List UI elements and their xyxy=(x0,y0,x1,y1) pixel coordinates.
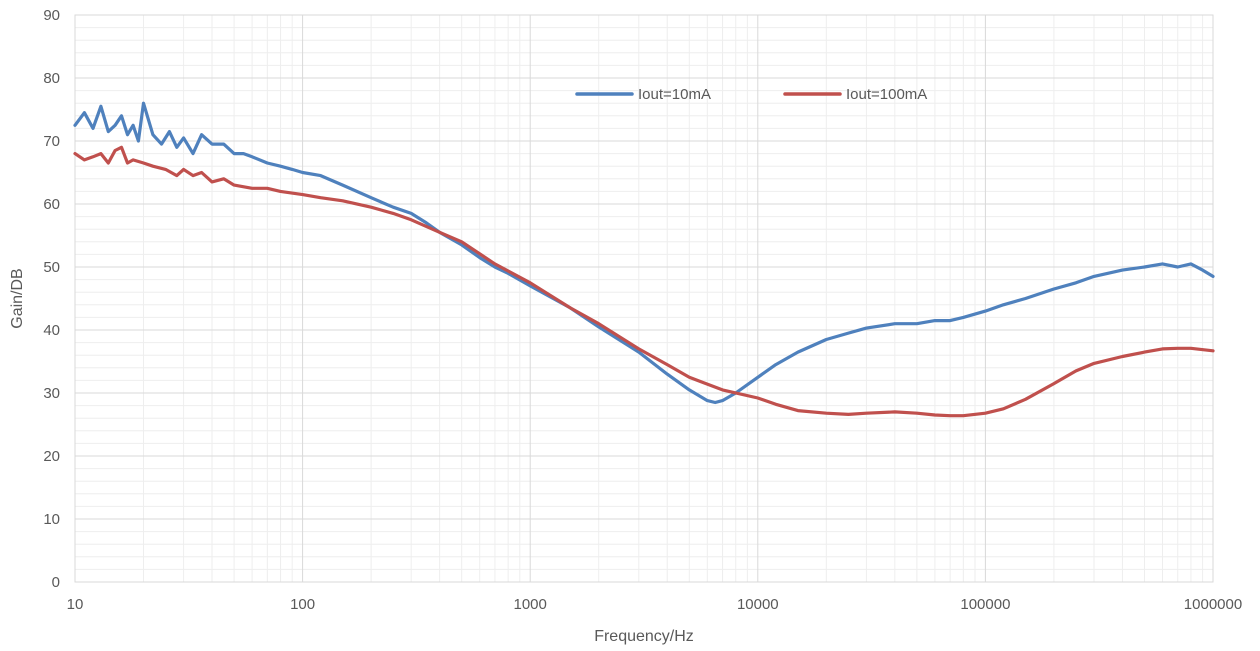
y-tick-label: 90 xyxy=(43,7,60,24)
x-tick-label: 10 xyxy=(67,596,84,613)
legend-label-1: Iout=10mA xyxy=(638,86,711,103)
y-tick-label: 60 xyxy=(43,196,60,213)
y-tick-label: 10 xyxy=(43,511,60,528)
x-tick-label: 10000 xyxy=(737,596,779,613)
x-axis-title: Frequency/Hz xyxy=(594,628,694,645)
x-tick-label: 1000000 xyxy=(1184,596,1242,613)
x-tick-label: 100 xyxy=(290,596,315,613)
y-tick-label: 80 xyxy=(43,70,60,87)
y-tick-label: 20 xyxy=(43,448,60,465)
x-tick-label: 1000 xyxy=(514,596,547,613)
y-tick-label: 30 xyxy=(43,385,60,402)
y-axis-title: Gain/DB xyxy=(9,268,26,328)
legend-label-2: Iout=100mA xyxy=(846,86,927,103)
x-tick-label: 100000 xyxy=(960,596,1010,613)
y-tick-label: 50 xyxy=(43,259,60,276)
y-tick-label: 70 xyxy=(43,133,60,150)
y-tick-label: 40 xyxy=(43,322,60,339)
y-tick-label: 0 xyxy=(52,574,60,591)
